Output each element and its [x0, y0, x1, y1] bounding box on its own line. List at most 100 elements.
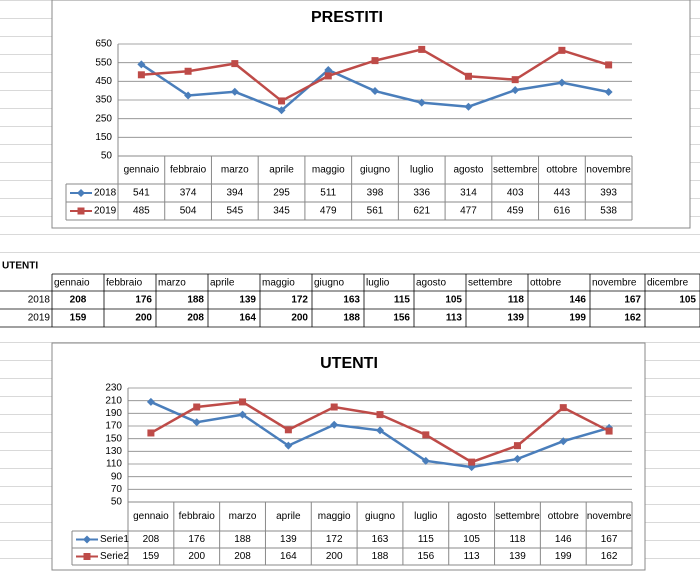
cell-value: 200 [135, 313, 152, 324]
marker [137, 71, 145, 79]
table-value: 477 [460, 206, 477, 217]
column-header: settembre [468, 278, 513, 289]
table-value: 504 [180, 206, 197, 217]
table-value: 164 [280, 551, 297, 562]
cell-value: 200 [291, 313, 308, 324]
category-label: febbraio [170, 165, 207, 176]
marker [238, 410, 247, 419]
marker [511, 76, 519, 84]
table-value: 394 [226, 188, 243, 199]
table-value: 541 [133, 188, 150, 199]
category-label: febbraio [179, 511, 216, 522]
column-header: maggio [262, 278, 295, 289]
cell-value: 199 [569, 313, 586, 324]
category-label: giugno [360, 165, 390, 176]
marker [330, 420, 339, 429]
cell-value: 176 [135, 295, 152, 306]
cell-value: 156 [393, 313, 410, 324]
category-label: maggio [312, 165, 345, 176]
cell-value: 164 [239, 313, 256, 324]
cell-value: 118 [508, 295, 525, 306]
cell-value: 208 [70, 295, 87, 306]
table-value: 398 [367, 188, 384, 199]
y-tick-label: 170 [105, 421, 122, 432]
chart-title: PRESTITI [311, 9, 383, 26]
cell-value: 113 [446, 313, 463, 324]
marker [371, 57, 379, 65]
row-label: 2018 [28, 295, 51, 306]
marker [284, 441, 293, 450]
column-header: gennaio [54, 278, 90, 289]
table-value: 621 [413, 206, 430, 217]
cell-value: 188 [343, 313, 360, 324]
table-value: 403 [507, 188, 524, 199]
marker [422, 431, 430, 439]
table-value: 188 [234, 534, 251, 545]
marker [230, 87, 239, 96]
chart-title: UTENTI [320, 355, 378, 372]
marker [147, 429, 155, 437]
y-tick-label: 150 [105, 433, 122, 444]
column-header: novembre [592, 278, 637, 289]
category-label: aprile [276, 511, 301, 522]
marker [324, 65, 333, 74]
table-value: 200 [326, 551, 343, 562]
table-value: 616 [554, 206, 571, 217]
cell-value: 146 [569, 295, 586, 306]
table-value: 459 [507, 206, 524, 217]
category-label: agosto [453, 165, 483, 176]
marker [511, 86, 520, 95]
table-value: 159 [143, 551, 160, 562]
cell-value: 105 [679, 295, 696, 306]
legend-label: Serie2 [100, 551, 129, 562]
marker [184, 67, 192, 75]
category-label: luglio [414, 511, 438, 522]
table-value: 118 [509, 534, 525, 545]
table-value: 545 [226, 206, 243, 217]
cell-value: 162 [624, 313, 641, 324]
y-tick-label: 50 [111, 497, 123, 508]
cell-value: 159 [70, 313, 87, 324]
table-value: 105 [463, 534, 480, 545]
table-value: 345 [273, 206, 290, 217]
marker [559, 404, 567, 412]
cell-value: 163 [343, 295, 360, 306]
marker [324, 72, 332, 80]
column-header: luglio [366, 278, 390, 289]
y-tick-label: 90 [111, 471, 123, 482]
table-value: 314 [460, 188, 477, 199]
y-tick-label: 190 [105, 408, 122, 419]
category-label: ottobre [548, 511, 580, 522]
table-value: 443 [554, 188, 571, 199]
marker [604, 87, 613, 96]
y-tick-label: 110 [106, 459, 122, 470]
category-label: maggio [318, 511, 351, 522]
table-value: 199 [555, 551, 572, 562]
table-value: 336 [413, 188, 430, 199]
marker [278, 97, 286, 105]
table-title: UTENTI [2, 261, 38, 272]
table-value: 188 [372, 551, 389, 562]
category-label: settembre [493, 165, 538, 176]
marker [376, 426, 384, 435]
table-value: 208 [143, 534, 160, 545]
y-tick-label: 210 [105, 395, 122, 406]
marker [371, 87, 379, 96]
category-label: marzo [229, 511, 257, 522]
marker [77, 189, 85, 197]
column-header: dicembre [647, 278, 689, 289]
category-label: ottobre [546, 165, 578, 176]
category-label: agosto [457, 511, 487, 522]
category-label: gennaio [133, 511, 169, 522]
column-header: agosto [416, 278, 446, 289]
y-tick-label: 70 [111, 484, 123, 495]
marker [184, 91, 193, 100]
cell-value: 105 [445, 295, 462, 306]
y-tick-label: 130 [105, 446, 122, 457]
marker [513, 442, 521, 450]
category-label: giugno [365, 511, 395, 522]
column-header: giugno [314, 278, 344, 289]
y-tick-label: 150 [95, 132, 112, 143]
marker [193, 403, 201, 411]
marker [418, 45, 426, 53]
